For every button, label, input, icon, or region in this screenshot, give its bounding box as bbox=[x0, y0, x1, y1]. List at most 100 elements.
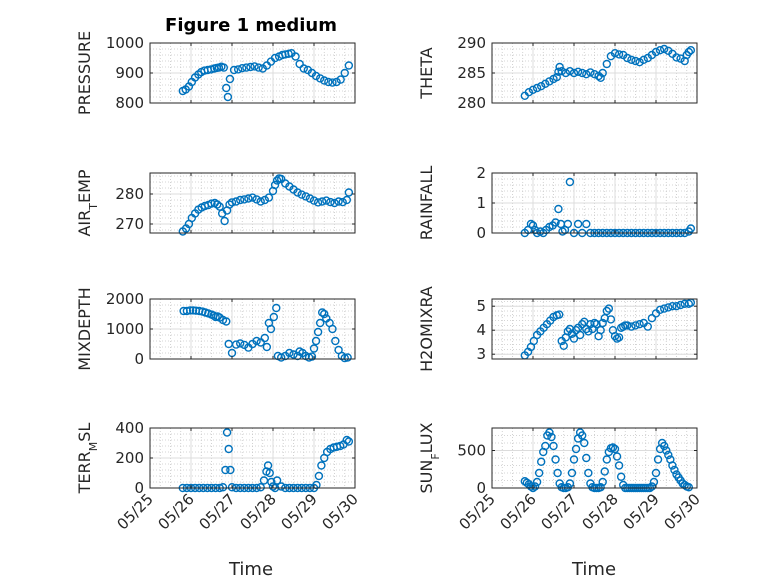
data-point bbox=[219, 63, 229, 72]
data-point bbox=[571, 444, 581, 454]
data-point bbox=[563, 219, 573, 229]
y-axis-label: THETA bbox=[417, 47, 436, 99]
data-point bbox=[322, 196, 331, 205]
data-point bbox=[549, 441, 558, 451]
data-point bbox=[573, 219, 583, 229]
data-point bbox=[565, 479, 575, 488]
data-point bbox=[218, 483, 228, 492]
data-point bbox=[557, 66, 566, 76]
data-point bbox=[260, 333, 269, 343]
data-point bbox=[573, 67, 583, 77]
x-tick-label: 05/26 bbox=[497, 490, 540, 533]
data-point bbox=[647, 314, 657, 323]
data-point bbox=[225, 200, 234, 209]
data-point bbox=[233, 65, 243, 74]
data-point bbox=[244, 194, 253, 203]
data-point bbox=[344, 188, 354, 197]
data-point bbox=[223, 92, 233, 102]
data-point bbox=[326, 197, 335, 207]
data-point bbox=[311, 336, 321, 346]
data-point bbox=[551, 455, 560, 464]
data-point bbox=[254, 63, 263, 72]
data-point bbox=[616, 472, 626, 481]
data-point bbox=[291, 52, 300, 61]
data-point bbox=[668, 461, 677, 470]
data-point bbox=[623, 53, 632, 63]
data-point bbox=[541, 441, 550, 451]
data-point bbox=[248, 193, 257, 202]
data-point bbox=[328, 78, 337, 87]
data-point bbox=[651, 47, 661, 57]
y-axis-label: RAINFALL bbox=[417, 166, 436, 241]
data-point bbox=[320, 76, 329, 85]
data-point bbox=[272, 176, 282, 185]
axes-box bbox=[149, 172, 356, 234]
data-point bbox=[235, 195, 245, 205]
data-point bbox=[582, 324, 591, 334]
data-point bbox=[664, 450, 673, 460]
data-point bbox=[610, 49, 620, 58]
data-point bbox=[530, 482, 540, 491]
data-point bbox=[328, 324, 337, 334]
y-tick-label: 900 bbox=[115, 64, 144, 82]
data-point bbox=[596, 483, 605, 492]
data-point bbox=[344, 437, 354, 446]
data-point bbox=[635, 320, 644, 329]
data-point bbox=[270, 53, 280, 63]
subplot-air-temp: 270 280 AIRTEMP bbox=[75, 169, 356, 237]
data-point bbox=[252, 195, 261, 204]
data-point bbox=[342, 195, 351, 205]
y-tick-label: 0 bbox=[476, 224, 486, 242]
data-point bbox=[563, 327, 573, 336]
data-point bbox=[307, 352, 317, 361]
data-point bbox=[684, 47, 693, 57]
data-point bbox=[344, 61, 354, 70]
data-point bbox=[565, 66, 575, 76]
data-point bbox=[320, 309, 329, 319]
y-tick-label: 290 bbox=[457, 34, 486, 52]
data-point bbox=[313, 327, 323, 337]
data-point bbox=[301, 192, 310, 201]
data-point bbox=[231, 340, 241, 349]
data-point bbox=[334, 197, 343, 206]
data-point bbox=[268, 482, 278, 491]
data-point bbox=[582, 69, 591, 79]
data-point bbox=[317, 461, 326, 470]
data-point bbox=[338, 197, 347, 207]
data-point bbox=[188, 306, 198, 315]
data-point bbox=[229, 65, 239, 75]
data-point bbox=[545, 428, 554, 437]
data-point bbox=[545, 77, 554, 86]
data-point bbox=[528, 85, 538, 95]
subplot-terr-msl: 020040005/2505/2605/2705/2805/2905/30TER… bbox=[75, 419, 362, 533]
data-point bbox=[660, 441, 669, 451]
data-point bbox=[272, 303, 281, 313]
data-point bbox=[269, 312, 279, 322]
data-point bbox=[672, 53, 681, 62]
data-point bbox=[598, 68, 607, 78]
y-axis-label: TERRMSL bbox=[75, 423, 100, 495]
data-point bbox=[571, 326, 581, 335]
data-point bbox=[569, 68, 579, 78]
data-point bbox=[565, 177, 575, 187]
data-point bbox=[582, 453, 591, 463]
data-point bbox=[313, 198, 323, 207]
x-tick-label: 05/29 bbox=[620, 490, 663, 533]
y-axis-label: SUNFLUX bbox=[417, 422, 442, 493]
data-point bbox=[643, 322, 652, 331]
data-point bbox=[578, 320, 587, 329]
data-point bbox=[555, 310, 564, 319]
data-point bbox=[277, 482, 286, 491]
y-tick-label: 280 bbox=[457, 94, 486, 112]
data-point bbox=[231, 197, 241, 206]
data-point bbox=[221, 465, 230, 475]
data-point bbox=[242, 63, 251, 72]
x-tick-label: 05/28 bbox=[237, 490, 280, 533]
data-point bbox=[610, 332, 620, 341]
data-point bbox=[612, 452, 622, 461]
y-tick-label: 800 bbox=[115, 94, 144, 112]
data-point bbox=[342, 435, 351, 445]
data-point bbox=[649, 477, 659, 487]
x-tick-label: 05/29 bbox=[278, 490, 321, 533]
x-tick-label: 05/26 bbox=[155, 490, 198, 533]
